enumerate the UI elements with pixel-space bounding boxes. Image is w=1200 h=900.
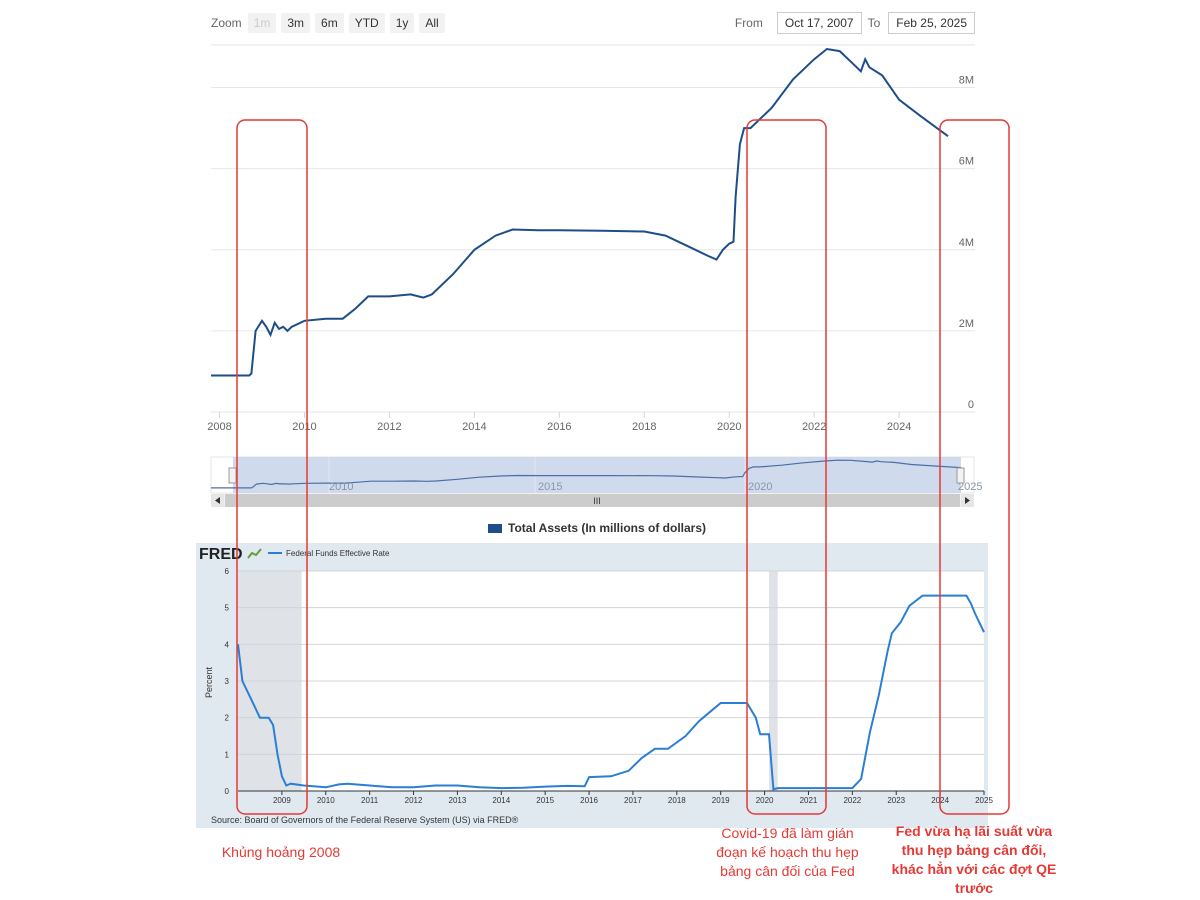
annotation-text-current: Fed vừa hạ lãi suất vừa thu hẹp bảng cân… — [891, 823, 1057, 896]
navigator-label-2025: 2025 — [958, 481, 982, 493]
fred-source: Source: Board of Governors of the Federa… — [211, 815, 519, 825]
arrow-right-icon — [965, 497, 970, 504]
top-x-tick-label: 2018 — [632, 421, 656, 433]
legend-swatch — [488, 523, 502, 533]
arrow-left-icon — [215, 497, 220, 504]
fred-logo: FRED — [199, 546, 243, 563]
top-x-tick-label: 2024 — [887, 421, 911, 433]
navigator-line — [211, 459, 962, 489]
to-label: To — [867, 16, 881, 30]
zoom-bar: Zoom 1m 3m 6m YTD 1y All — [211, 12, 450, 34]
fred-x-tick-label: 2021 — [800, 796, 818, 805]
navigator-left-handle[interactable] — [228, 467, 237, 484]
fred-x-tick-label: 2016 — [580, 796, 598, 805]
fred-y-tick-label: 4 — [225, 640, 230, 649]
zoom-6m-button[interactable]: 6m — [315, 13, 344, 33]
navigator-label-2015: 2015 — [538, 481, 562, 493]
zoom-all-button[interactable]: All — [419, 13, 445, 33]
zoom-ytd-button[interactable]: YTD — [348, 13, 385, 33]
top-x-tick-label: 2008 — [207, 421, 231, 433]
annotation-text-2008: Khủng hoảng 2008 — [221, 844, 341, 860]
zoom-3m-button[interactable]: 3m — [281, 13, 311, 33]
fred-logo-icon — [247, 548, 262, 559]
from-date-input[interactable]: Oct 17, 2007 — [776, 12, 862, 34]
fred-x-tick-label: 2020 — [756, 796, 774, 805]
total-assets-legend[interactable]: Total Assets (In millions of dollars) — [488, 521, 706, 535]
total-assets-chart: 0 2M 4M 6M 8M 2008 2010 2012 2014 2016 2018 2020 20… — [207, 44, 982, 507]
zoom-label: Zoom — [211, 16, 242, 30]
zoom-1m-button[interactable]: 1m — [247, 13, 277, 33]
fred-y-tick-label: 1 — [225, 750, 230, 759]
fred-x-tick-label: 2010 — [317, 796, 335, 805]
annotation-box-covid — [746, 119, 827, 815]
navigator-label-2010: 2010 — [329, 481, 353, 493]
fred-x-tick-label: 2009 — [273, 796, 291, 805]
fred-x-tick-label: 2023 — [887, 796, 905, 805]
legend-label: Total Assets (In millions of dollars) — [508, 521, 707, 535]
from-label: From — [734, 16, 763, 30]
top-y-tick-label: 0 — [968, 399, 974, 411]
top-y-tick-label: 6M — [959, 156, 974, 168]
fed-funds-line — [237, 594, 985, 791]
to-date-input[interactable]: Feb 25, 2025 — [888, 12, 975, 34]
top-y-tick-label: 2M — [959, 318, 974, 330]
annotation-text-covid: Covid-19 đã làm gián đoạn kế hoạch thu h… — [716, 825, 859, 879]
fred-x-tick-label: 2012 — [405, 796, 423, 805]
fred-x-tick-label: 2014 — [492, 796, 510, 805]
annotation-box-current — [939, 119, 1010, 815]
scrollbar-grip: III — [593, 496, 601, 506]
fred-x-tick-label: 2025 — [975, 796, 993, 805]
fred-x-tick-label: 2015 — [536, 796, 554, 805]
fred-x-tick-label: 2019 — [712, 796, 730, 805]
total-assets-line — [211, 47, 949, 377]
top-y-tick-label: 4M — [959, 237, 974, 249]
top-x-tick-label: 2010 — [292, 421, 316, 433]
fred-x-tick-label: 2011 — [361, 796, 379, 805]
top-x-tick-label: 2012 — [377, 421, 401, 433]
top-y-tick-label: 8M — [959, 75, 974, 87]
fred-x-tick-label: 2022 — [843, 796, 861, 805]
top-x-tick-label: 2016 — [547, 421, 571, 433]
fred-y-tick-label: 5 — [225, 604, 230, 613]
fred-y-tick-label: 2 — [225, 714, 230, 723]
fred-x-tick-label: 2017 — [624, 796, 642, 805]
fred-y-axis-label: Percent — [204, 666, 214, 698]
scrollbar-thumb[interactable] — [225, 494, 960, 507]
top-x-tick-label: 2014 — [462, 421, 486, 433]
navigator-label-2020: 2020 — [748, 481, 772, 493]
navigator-right-handle[interactable] — [956, 467, 965, 484]
annotation-box-2008 — [236, 119, 308, 815]
fred-legend-label: Federal Funds Effective Rate — [286, 549, 390, 558]
fred-x-tick-label: 2013 — [449, 796, 467, 805]
date-range: From Oct 17, 2007 To Feb 25, 2025 — [735, 12, 975, 34]
fred-y-tick-label: 6 — [225, 567, 230, 576]
fred-x-tick-label: 2018 — [668, 796, 686, 805]
top-x-tick-label: 2022 — [802, 421, 826, 433]
top-x-tick-label: 2020 — [717, 421, 741, 433]
fred-y-tick-label: 0 — [225, 787, 230, 796]
fred-y-tick-label: 3 — [225, 677, 230, 686]
zoom-1y-button[interactable]: 1y — [389, 13, 415, 33]
